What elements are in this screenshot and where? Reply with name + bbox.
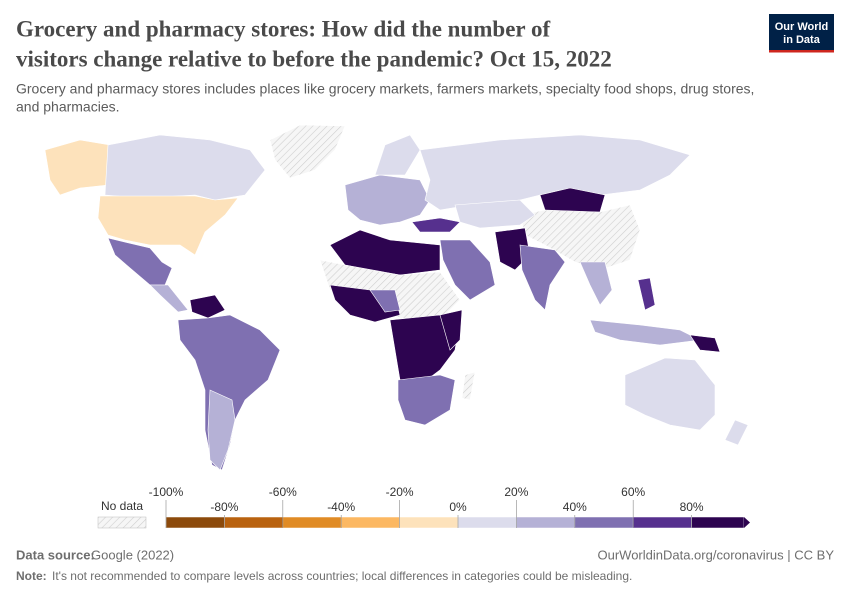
color-bin <box>282 516 342 529</box>
color-bin <box>691 516 745 529</box>
color-bin <box>340 516 400 529</box>
png <box>689 334 721 353</box>
tick-label: -80% <box>210 500 238 514</box>
color-bin <box>574 516 634 529</box>
philippines <box>637 277 656 311</box>
logo-text: Our World <box>775 21 829 33</box>
subtitle: and pharmacies. <box>16 99 120 115</box>
tick-label: 60% <box>621 485 645 499</box>
southern-africa <box>397 374 456 426</box>
color-bin <box>399 516 459 529</box>
legend-arrow <box>744 517 750 528</box>
nigeria <box>369 289 401 313</box>
tick-label: -100% <box>149 485 184 499</box>
tick-label: -40% <box>327 500 355 514</box>
central-america <box>149 284 189 313</box>
color-bin <box>457 516 517 529</box>
tick-label: 0% <box>449 500 467 514</box>
east-africa <box>439 309 463 351</box>
subtitle: Grocery and pharmacy stores includes pla… <box>16 81 754 97</box>
tick-label: 20% <box>504 485 528 499</box>
note: It's not recommended to compare levels a… <box>52 569 632 583</box>
australia <box>624 357 716 431</box>
logo-text: in Data <box>783 34 821 46</box>
usa <box>97 195 239 256</box>
middle-east <box>439 239 496 301</box>
southeast-asia <box>579 261 613 306</box>
logo-box <box>769 14 834 52</box>
url[interactable]: OurWorldinData.org/coronavirus | CC BY <box>597 547 834 562</box>
color-bin <box>224 516 284 529</box>
kazakhstan <box>454 199 536 229</box>
greenland <box>269 124 346 179</box>
madagascar <box>461 371 476 401</box>
scandinavia <box>374 134 421 176</box>
tick-label: 80% <box>680 500 704 514</box>
china <box>519 204 641 271</box>
tick-label: -60% <box>269 485 297 499</box>
title: Grocery and pharmacy stores: How did the… <box>16 16 550 41</box>
no-data-label: No data <box>101 499 143 513</box>
logo-stripe <box>769 50 834 53</box>
canada <box>104 134 266 201</box>
south-america <box>177 314 281 471</box>
note-label: Note: <box>16 569 47 583</box>
color-bin <box>516 516 576 529</box>
tick-label: -20% <box>386 485 414 499</box>
nz <box>724 419 749 446</box>
turkey <box>411 217 461 233</box>
legend: No data -100% -80% -60% -40% -20% 0% 20% 40% 60%… <box>97 485 750 529</box>
argentina <box>207 389 236 471</box>
title: visitors change relative to before the p… <box>16 46 612 71</box>
source-label: Data source: <box>16 547 95 562</box>
source: Google (2022) <box>91 547 174 562</box>
no-data-swatch <box>97 516 147 529</box>
color-bin <box>165 516 225 529</box>
india <box>519 244 566 311</box>
alaska <box>44 139 111 196</box>
logo[interactable]: Our World in Data <box>769 14 834 53</box>
venezuela <box>189 294 226 319</box>
indonesia <box>589 319 702 346</box>
tick-label: 40% <box>563 500 587 514</box>
color-bin <box>632 516 692 529</box>
europe <box>344 174 431 226</box>
map <box>44 124 749 471</box>
